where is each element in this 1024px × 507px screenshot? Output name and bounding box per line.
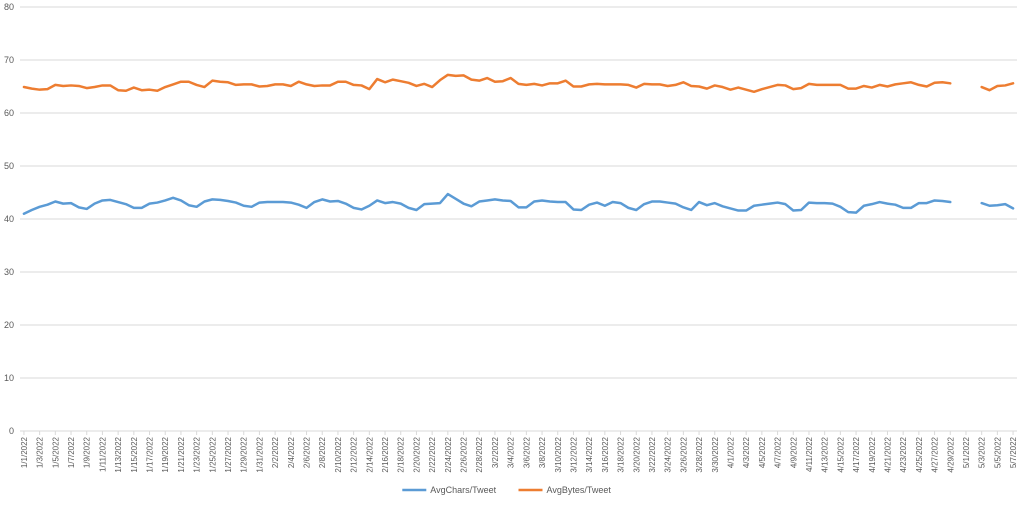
x-tick-label: 3/12/2022 [569, 436, 578, 472]
x-tick-label: 1/13/2022 [114, 436, 123, 472]
x-tick-label: 3/20/2022 [632, 436, 641, 472]
x-tick-label: 3/6/2022 [522, 436, 531, 468]
x-tick-label: 5/1/2022 [962, 436, 971, 468]
legend: AvgChars/Tweet AvgBytes/Tweet [402, 485, 611, 495]
x-tick-label: 5/5/2022 [993, 436, 1002, 468]
x-tick-label: 2/24/2022 [444, 436, 453, 472]
y-tick-label: 50 [4, 161, 14, 171]
x-tick-label: 3/22/2022 [648, 436, 657, 472]
x-tick-label: 2/22/2022 [428, 436, 437, 472]
x-tick-label: 4/9/2022 [789, 436, 798, 468]
x-tick-label: 4/7/2022 [774, 436, 783, 468]
y-tick-label: 10 [4, 373, 14, 383]
x-axis-ticks: 1/1/2022 1/3/2022 1/5/2022 1/7/2022 1/9/2022… [20, 430, 1018, 473]
x-tick-label: 1/1/2022 [20, 436, 29, 468]
x-tick-label: 4/1/2022 [726, 436, 735, 468]
x-tick-label: 2/12/2022 [350, 436, 359, 472]
gridlines [20, 6, 1017, 432]
x-tick-label: 3/14/2022 [585, 436, 594, 472]
y-tick-label: 70 [4, 55, 14, 65]
x-tick-label: 1/11/2022 [98, 436, 107, 472]
x-tick-label: 3/4/2022 [507, 436, 516, 468]
x-tick-label: 2/28/2022 [475, 436, 484, 472]
legend-label: AvgChars/Tweet [430, 485, 496, 495]
x-tick-label: 2/10/2022 [334, 436, 343, 472]
x-tick-label: 4/3/2022 [742, 436, 751, 468]
legend-label: AvgBytes/Tweet [547, 485, 612, 495]
x-tick-label: 4/23/2022 [899, 436, 908, 472]
x-tick-label: 2/6/2022 [303, 436, 312, 468]
x-tick-label: 5/7/2022 [1009, 436, 1018, 468]
y-tick-label: 40 [4, 214, 14, 224]
x-tick-label: 3/8/2022 [538, 436, 547, 468]
x-tick-label: 4/21/2022 [883, 436, 892, 472]
x-tick-label: 3/18/2022 [617, 436, 626, 472]
x-tick-label: 1/27/2022 [224, 436, 233, 472]
y-tick-label: 20 [4, 320, 14, 330]
x-tick-label: 2/4/2022 [287, 436, 296, 468]
x-tick-label: 3/30/2022 [711, 436, 720, 472]
x-tick-label: 2/2/2022 [271, 436, 280, 468]
x-tick-label: 2/8/2022 [318, 436, 327, 468]
x-tick-label: 4/5/2022 [758, 436, 767, 468]
x-tick-label: 1/3/2022 [36, 436, 45, 468]
series-line-avgbytes [22, 73, 1015, 94]
x-tick-label: 4/27/2022 [931, 436, 940, 472]
x-tick-label: 3/24/2022 [664, 436, 673, 472]
y-tick-label: 80 [4, 2, 14, 12]
y-axis-ticks: 0 10 20 30 40 50 60 70 80 [4, 2, 14, 436]
y-tick-label: 60 [4, 108, 14, 118]
x-tick-label: 2/14/2022 [365, 436, 374, 472]
x-tick-label: 3/28/2022 [695, 436, 704, 472]
y-tick-label: 30 [4, 267, 14, 277]
x-tick-label: 5/3/2022 [978, 436, 987, 468]
x-tick-label: 1/15/2022 [130, 436, 139, 472]
x-tick-label: 4/15/2022 [836, 436, 845, 472]
series-line-avgchars [22, 192, 1015, 215]
x-tick-label: 3/10/2022 [554, 436, 563, 472]
x-tick-label: 1/21/2022 [177, 436, 186, 472]
x-tick-label: 2/26/2022 [460, 436, 469, 472]
x-tick-label: 1/25/2022 [208, 436, 217, 472]
x-tick-label: 2/20/2022 [412, 436, 421, 472]
x-tick-label: 4/11/2022 [805, 436, 814, 472]
series-lines [22, 73, 1015, 215]
x-tick-label: 1/9/2022 [83, 436, 92, 468]
x-tick-label: 1/17/2022 [146, 436, 155, 472]
x-tick-label: 4/19/2022 [868, 436, 877, 472]
x-tick-label: 4/29/2022 [946, 436, 955, 472]
x-tick-label: 2/18/2022 [397, 436, 406, 472]
x-tick-label: 1/23/2022 [193, 436, 202, 472]
x-tick-label: 1/19/2022 [161, 436, 170, 472]
x-tick-label: 4/17/2022 [852, 436, 861, 472]
x-tick-label: 1/29/2022 [240, 436, 249, 472]
x-tick-label: 1/31/2022 [255, 436, 264, 472]
x-tick-label: 3/2/2022 [491, 436, 500, 468]
y-tick-label: 0 [9, 426, 14, 436]
x-tick-label: 4/13/2022 [821, 436, 830, 472]
x-tick-label: 1/5/2022 [51, 436, 60, 468]
x-tick-label: 1/7/2022 [67, 436, 76, 468]
x-tick-label: 2/16/2022 [381, 436, 390, 472]
x-tick-label: 4/25/2022 [915, 436, 924, 472]
x-tick-label: 3/26/2022 [679, 436, 688, 472]
x-tick-label: 3/16/2022 [601, 436, 610, 472]
